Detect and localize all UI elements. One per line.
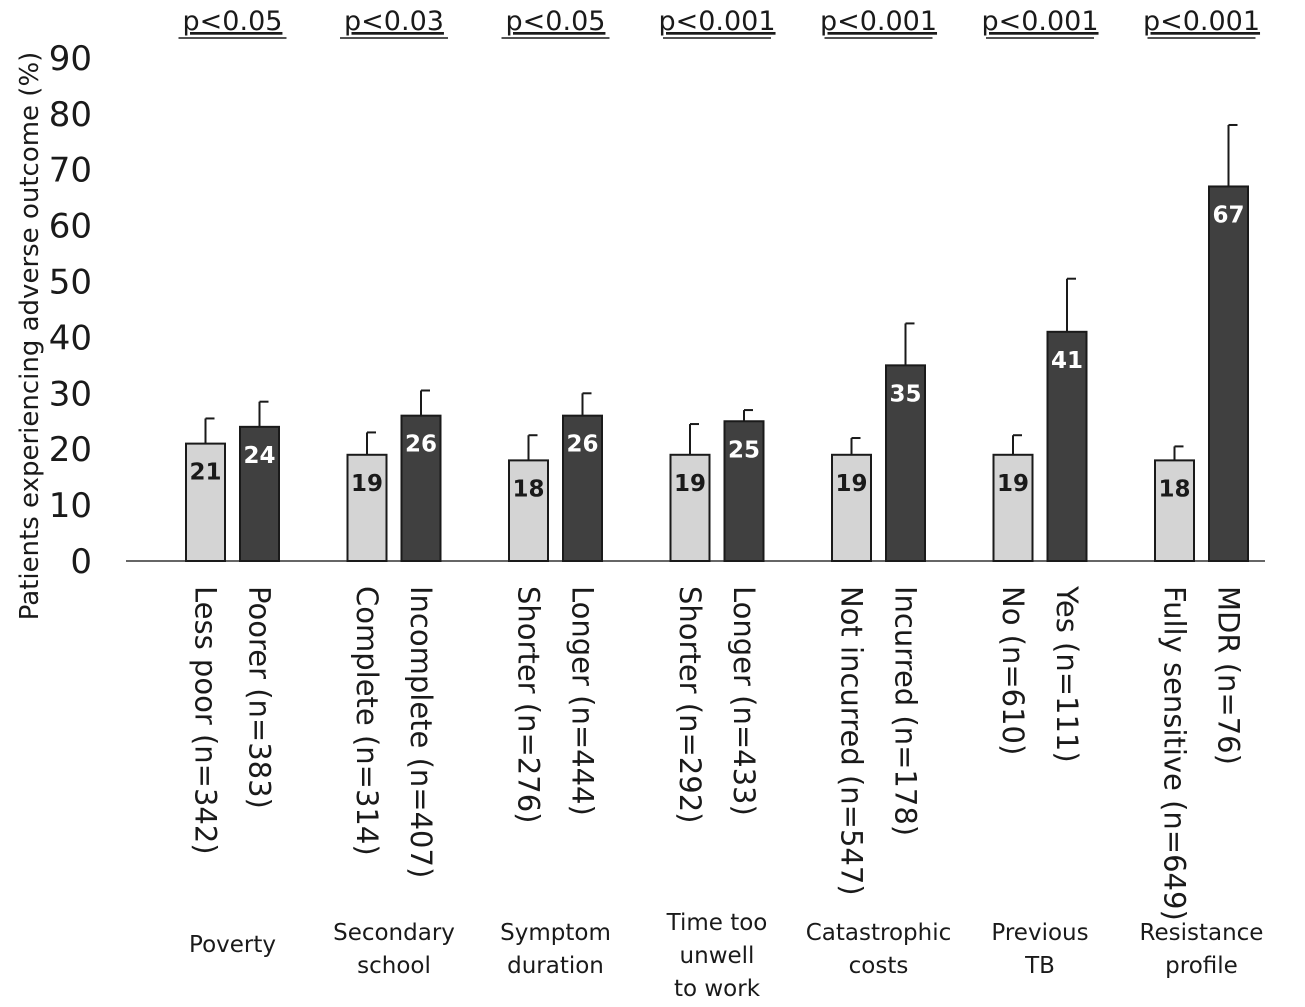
group-label: Symptom: [500, 920, 611, 946]
bar-category-label: Fully sensitive (n=649): [1158, 586, 1192, 921]
bars: 21 24 19 26 18 26 19 25 19 35 19 41 18 67: [185, 123, 1249, 563]
bar-value-label: 19: [835, 471, 867, 497]
p-value-label: p<0.001: [1143, 6, 1260, 37]
bar-value-label: 18: [512, 476, 544, 502]
group-label: school: [357, 953, 431, 979]
y-tick-label: 0: [70, 542, 92, 582]
group-label: Catastrophic: [806, 920, 952, 946]
bar-value-label: 26: [566, 432, 598, 458]
bar-value-label: 19: [674, 471, 706, 497]
y-axis-label: Patients experiencing adverse outcome (%…: [15, 52, 45, 621]
group-label: duration: [507, 953, 604, 979]
bar-category-label: Complete (n=314): [350, 586, 384, 856]
group-label: Secondary: [333, 920, 455, 946]
y-tick-label: 40: [49, 318, 92, 358]
bar-value-label: 21: [189, 460, 221, 486]
bar-value-label: 26: [405, 432, 437, 458]
bar: [831, 453, 872, 563]
y-tick-label: 20: [49, 430, 92, 470]
bar: [1208, 185, 1249, 562]
bar-category-label: Poorer (n=383): [243, 586, 277, 809]
group-label: costs: [849, 953, 909, 979]
bar-category-label: No (n=610): [996, 586, 1030, 755]
bar-category-label: Incomplete (n=407): [404, 586, 438, 878]
bar-category-label: Shorter (n=292): [673, 586, 707, 823]
bar: [508, 459, 549, 563]
group-label: Previous: [991, 920, 1088, 946]
y-tick-label: 80: [49, 95, 92, 135]
bar: [1046, 330, 1088, 562]
bar-value-label: 41: [1051, 348, 1083, 374]
bar: [346, 453, 388, 563]
bar-category-label: Shorter (n=276): [512, 586, 546, 823]
bar: [885, 364, 926, 562]
bar-category-label: Incurred (n=178): [889, 586, 923, 836]
bar-category-label: Longer (n=444): [566, 586, 600, 816]
y-tick-label: 30: [49, 374, 92, 414]
group-label: to work: [674, 976, 761, 1002]
p-value-label: p<0.001: [981, 6, 1098, 37]
y-tick-label: 60: [49, 207, 92, 247]
group-label: profile: [1165, 953, 1238, 979]
bar-category-label: Yes (n=111): [1050, 585, 1084, 763]
bar-value-label: 25: [728, 437, 760, 463]
group-label: unwell: [680, 943, 755, 969]
bar: [400, 414, 442, 562]
group-label: Time too: [666, 910, 768, 936]
group-label: TB: [1024, 953, 1055, 979]
bar: [992, 453, 1034, 563]
group-label: Resistance: [1140, 920, 1264, 946]
p-value-label: p<0.001: [820, 6, 937, 37]
bar: [239, 425, 280, 562]
bar: [669, 453, 711, 563]
bar: [185, 442, 226, 562]
bar-category-label: Longer (n=433): [727, 586, 761, 816]
labels: p<0.05 Less poor (n=342) Poorer (n=383) Pov…: [178, 6, 1264, 1002]
group-label: Poverty: [189, 932, 276, 958]
bar: [1154, 459, 1195, 563]
p-value-label: p<0.001: [658, 6, 775, 37]
bar-value-label: 19: [997, 471, 1029, 497]
bar-value-label: 24: [243, 443, 275, 469]
y-tick-label: 10: [49, 486, 92, 526]
y-tick-label: 70: [49, 151, 92, 191]
bar: [562, 414, 603, 562]
p-value-label: p<0.05: [183, 6, 283, 37]
bar-value-label: 19: [351, 471, 383, 497]
y-tick-label: 50: [49, 263, 92, 303]
axes: 0 10 20 30 40 50 60 70 80 90: [49, 39, 1265, 582]
bar-value-label: 18: [1158, 476, 1190, 502]
p-value-label: p<0.03: [344, 6, 444, 37]
bar-category-label: MDR (n=76): [1212, 586, 1246, 765]
bar-category-label: Not incurred (n=547): [835, 586, 869, 896]
p-value-label: p<0.05: [506, 6, 606, 37]
bar: [723, 420, 765, 562]
bar-value-label: 35: [889, 381, 921, 407]
bar-value-label: 67: [1212, 202, 1244, 228]
bar-category-label: Less poor (n=342): [189, 586, 223, 855]
y-tick-label: 90: [49, 39, 92, 79]
